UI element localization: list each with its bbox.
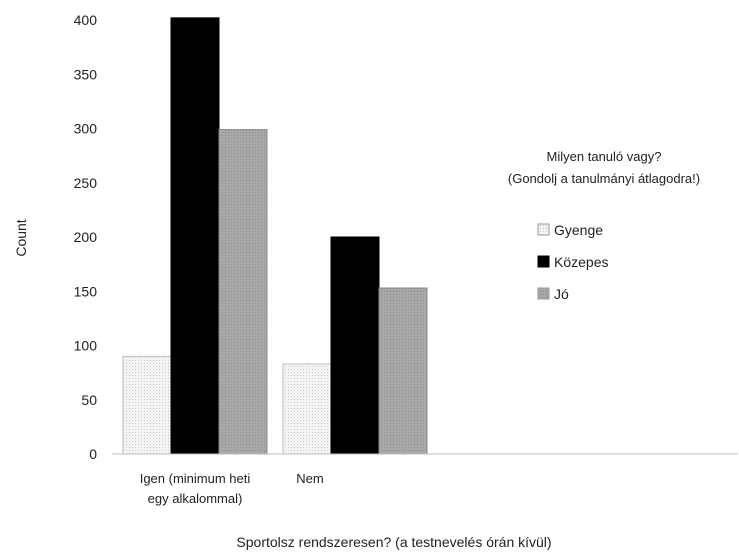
y-tick-label: 0 <box>89 446 97 462</box>
y-tick-label: 400 <box>74 12 98 28</box>
x-axis-title: Sportolsz rendszeresen? (a testnevelés ó… <box>236 534 551 550</box>
legend-label: Gyenge <box>554 222 603 238</box>
bar-k-zepes <box>170 17 220 455</box>
y-tick-label: 350 <box>74 66 98 82</box>
y-tick-label: 250 <box>74 175 98 191</box>
legend: Milyen tanuló vagy? (Gondolj a tanulmányi… <box>508 149 700 302</box>
y-tick-label: 300 <box>74 121 98 137</box>
legend-title: Milyen tanuló vagy? <box>547 149 662 164</box>
bar-gyenge <box>122 355 172 455</box>
bar-k-zepes <box>330 236 380 455</box>
legend-swatch <box>537 255 550 268</box>
y-tick-label: 100 <box>74 338 98 354</box>
y-axis-ticks: 0 50 100 150 200 250 300 350 400 <box>74 12 98 462</box>
bar-gyenge <box>282 363 332 455</box>
legend-swatch <box>537 287 550 300</box>
x-category-label: Nem <box>296 471 323 486</box>
bar-j- <box>218 129 268 455</box>
y-tick-label: 200 <box>74 229 98 245</box>
bars <box>122 17 428 455</box>
x-axis-categories: Igen (minimum heti egy alkalommal) Nem <box>140 471 324 506</box>
bar-j- <box>378 287 428 455</box>
y-axis-title: Count <box>13 219 29 256</box>
y-tick-label: 150 <box>74 283 98 299</box>
legend-swatch <box>537 223 550 236</box>
x-category-label: Igen (minimum heti egy alkalommal) <box>140 471 251 506</box>
legend-label: Jó <box>554 286 569 302</box>
legend-label: Közepes <box>554 254 608 270</box>
legend-title: (Gondolj a tanulmányi átlagodra!) <box>508 171 700 186</box>
y-tick-label: 50 <box>81 392 97 408</box>
